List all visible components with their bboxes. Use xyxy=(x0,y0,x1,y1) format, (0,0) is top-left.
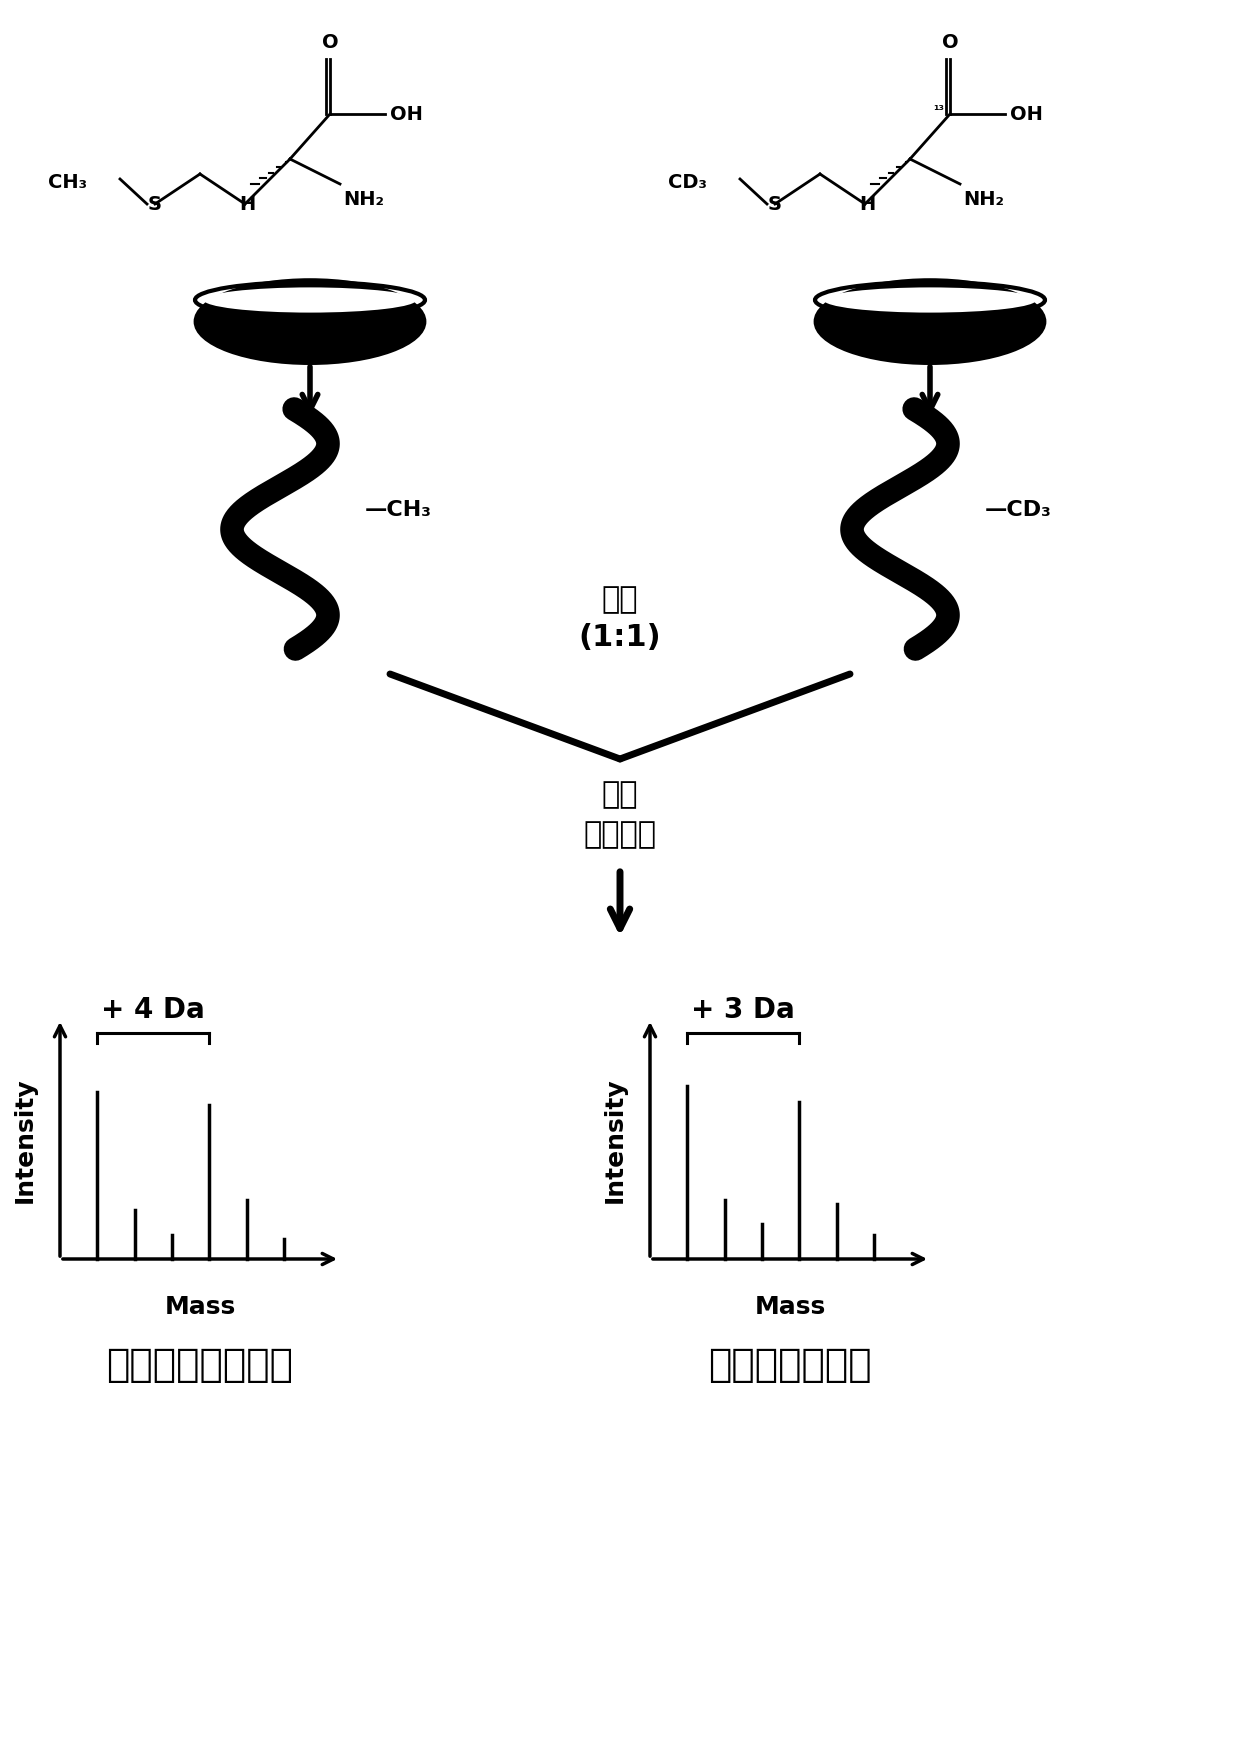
Text: 酶解: 酶解 xyxy=(601,780,639,809)
Text: NH₂: NH₂ xyxy=(963,191,1004,208)
Ellipse shape xyxy=(823,288,1037,313)
Text: Intensity: Intensity xyxy=(603,1077,627,1203)
Text: 甲基化修饰肽段: 甲基化修饰肽段 xyxy=(708,1346,872,1383)
Text: H: H xyxy=(239,194,255,213)
Text: Mass: Mass xyxy=(165,1294,236,1318)
Text: —CH₃: —CH₃ xyxy=(365,500,432,519)
Text: 混合: 混合 xyxy=(601,586,639,614)
Text: 含甲硫氨酸的肽段: 含甲硫氨酸的肽段 xyxy=(107,1346,294,1383)
Text: H: H xyxy=(859,194,875,213)
Text: Mass: Mass xyxy=(754,1294,826,1318)
Text: OH: OH xyxy=(1011,105,1043,124)
Text: 质谱分析: 质谱分析 xyxy=(584,820,656,850)
Text: CH₃: CH₃ xyxy=(48,173,87,191)
Ellipse shape xyxy=(815,280,1045,364)
Text: S: S xyxy=(148,196,162,215)
Text: (1:1): (1:1) xyxy=(579,622,661,652)
Text: O: O xyxy=(941,33,959,52)
Text: OH: OH xyxy=(391,105,423,124)
Text: + 4 Da: + 4 Da xyxy=(102,996,205,1024)
Text: —CD₃: —CD₃ xyxy=(985,500,1052,519)
Text: O: O xyxy=(321,33,339,52)
Text: + 3 Da: + 3 Da xyxy=(692,996,795,1024)
Ellipse shape xyxy=(203,288,417,313)
Text: NH₂: NH₂ xyxy=(343,191,384,208)
Text: Intensity: Intensity xyxy=(12,1077,37,1203)
Text: CD₃: CD₃ xyxy=(668,173,707,191)
Ellipse shape xyxy=(195,280,425,364)
Text: S: S xyxy=(768,196,782,215)
Text: ¹³: ¹³ xyxy=(932,105,944,117)
